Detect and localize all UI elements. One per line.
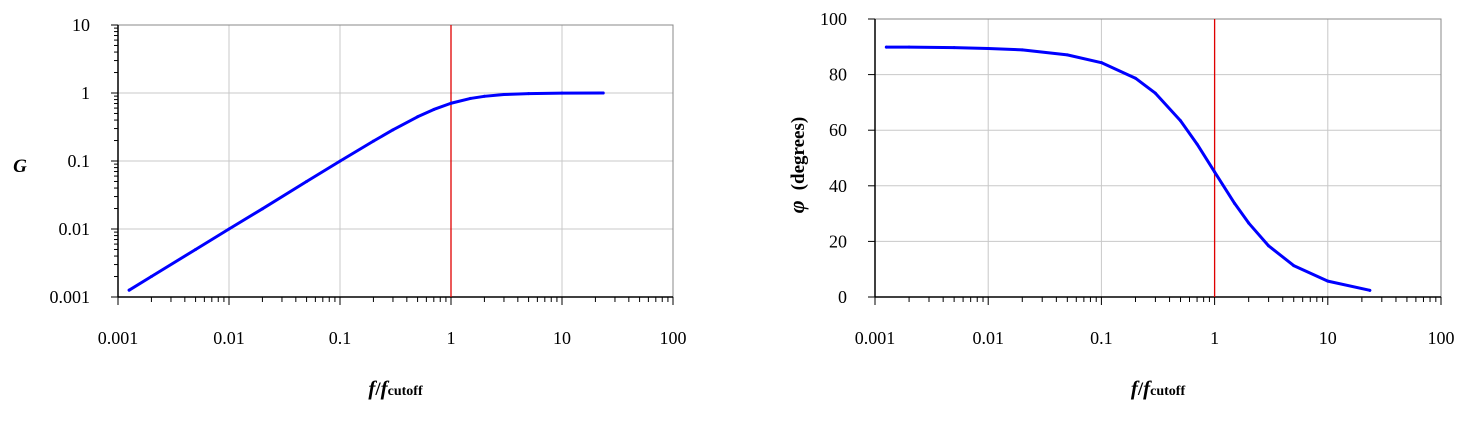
y-tick-label: 0 [838,287,847,307]
x-tick-label: 0.1 [329,328,352,348]
data-point [449,101,453,105]
phi-symbol: φ [784,200,809,213]
x-tick-label: 10 [1319,328,1337,348]
data-point [1179,119,1183,123]
x-tick-label: 0.001 [98,328,139,348]
data-point [149,275,153,279]
data-point [560,91,564,95]
data-point [338,159,342,163]
x-tick-label: 0.01 [213,328,245,348]
y-axis-title: G [13,156,27,177]
data-point [1292,264,1296,268]
data-point [305,180,309,184]
x-tick-label: 0.01 [972,328,1004,348]
data-point [1065,53,1069,57]
x-axis-title-part: f [1131,376,1140,400]
data-point [391,128,395,132]
series-line [127,91,605,292]
y-tick-label: 0.1 [68,151,91,171]
data-point [1133,76,1137,80]
data-point [227,227,231,231]
data-point [1153,91,1157,95]
data-point [1247,221,1251,225]
x-axis-title-part: / [374,379,381,400]
data-point [1233,201,1237,205]
x-axis-title-part: f [381,376,390,400]
data-point [1368,288,1372,292]
data-point [1267,244,1271,248]
data-point [194,247,198,251]
x-tick-label: 1 [447,328,456,348]
data-point [469,96,473,100]
x-axis-title-part: cutoff [388,384,423,399]
x-axis-title-part: f [1143,376,1152,400]
data-point [527,92,531,96]
y-tick-label: 1 [81,83,90,103]
data-point [1195,142,1199,146]
y-tick-label: 0.001 [50,287,91,307]
data-point [884,45,888,49]
data-point [371,139,375,143]
x-axis-title: f/fcutoff [368,376,423,400]
x-axis-title-part: / [1137,379,1144,400]
x-tick-label: 100 [660,328,687,348]
data-point [482,94,486,98]
plot-border [874,18,1442,298]
phase-chart: 0.001 0.01 0.1 1 10 100 0 20 40 60 80 100 f/fcutoff φ… [784,9,1455,400]
data-point [502,93,506,97]
x-tick-label: 1 [1210,328,1219,348]
data-point [1326,279,1330,283]
y-axis-title: φ (degrees) [784,117,809,213]
data-point [1213,170,1217,174]
x-axis-title-part: f [368,376,377,400]
x-tick-label: 0.1 [1090,328,1113,348]
y-tick-label: 10 [72,15,90,35]
data-point [260,207,264,211]
data-point [416,115,420,119]
y-tick-label: 40 [829,176,847,196]
data-point [601,91,605,95]
x-axis-title-part: cutoff [1150,384,1185,399]
data-point [952,46,956,50]
data-point [1099,61,1103,65]
data-point [1020,48,1024,52]
data-point [986,46,990,50]
gain-chart: 0.001 0.01 0.1 1 10 100 0.001 0.01 0.1 1 10 f/fcuto… [13,15,686,400]
x-axis-title: f/fcutoff [1131,376,1186,400]
x-tick-label: 0.001 [855,328,896,348]
y-tick-label: 20 [829,231,847,251]
degrees-label: (degrees) [788,117,809,191]
y-tick-label: 80 [829,65,847,85]
y-tick-label: 0.01 [59,219,91,239]
x-tick-label: 10 [553,328,571,348]
y-tick-label: 60 [829,120,847,140]
x-tick-label: 100 [1428,328,1455,348]
series-line [884,45,1372,292]
y-tick-label: 100 [820,9,847,29]
data-point [127,288,131,292]
data-point [907,45,911,49]
data-point [432,107,436,111]
